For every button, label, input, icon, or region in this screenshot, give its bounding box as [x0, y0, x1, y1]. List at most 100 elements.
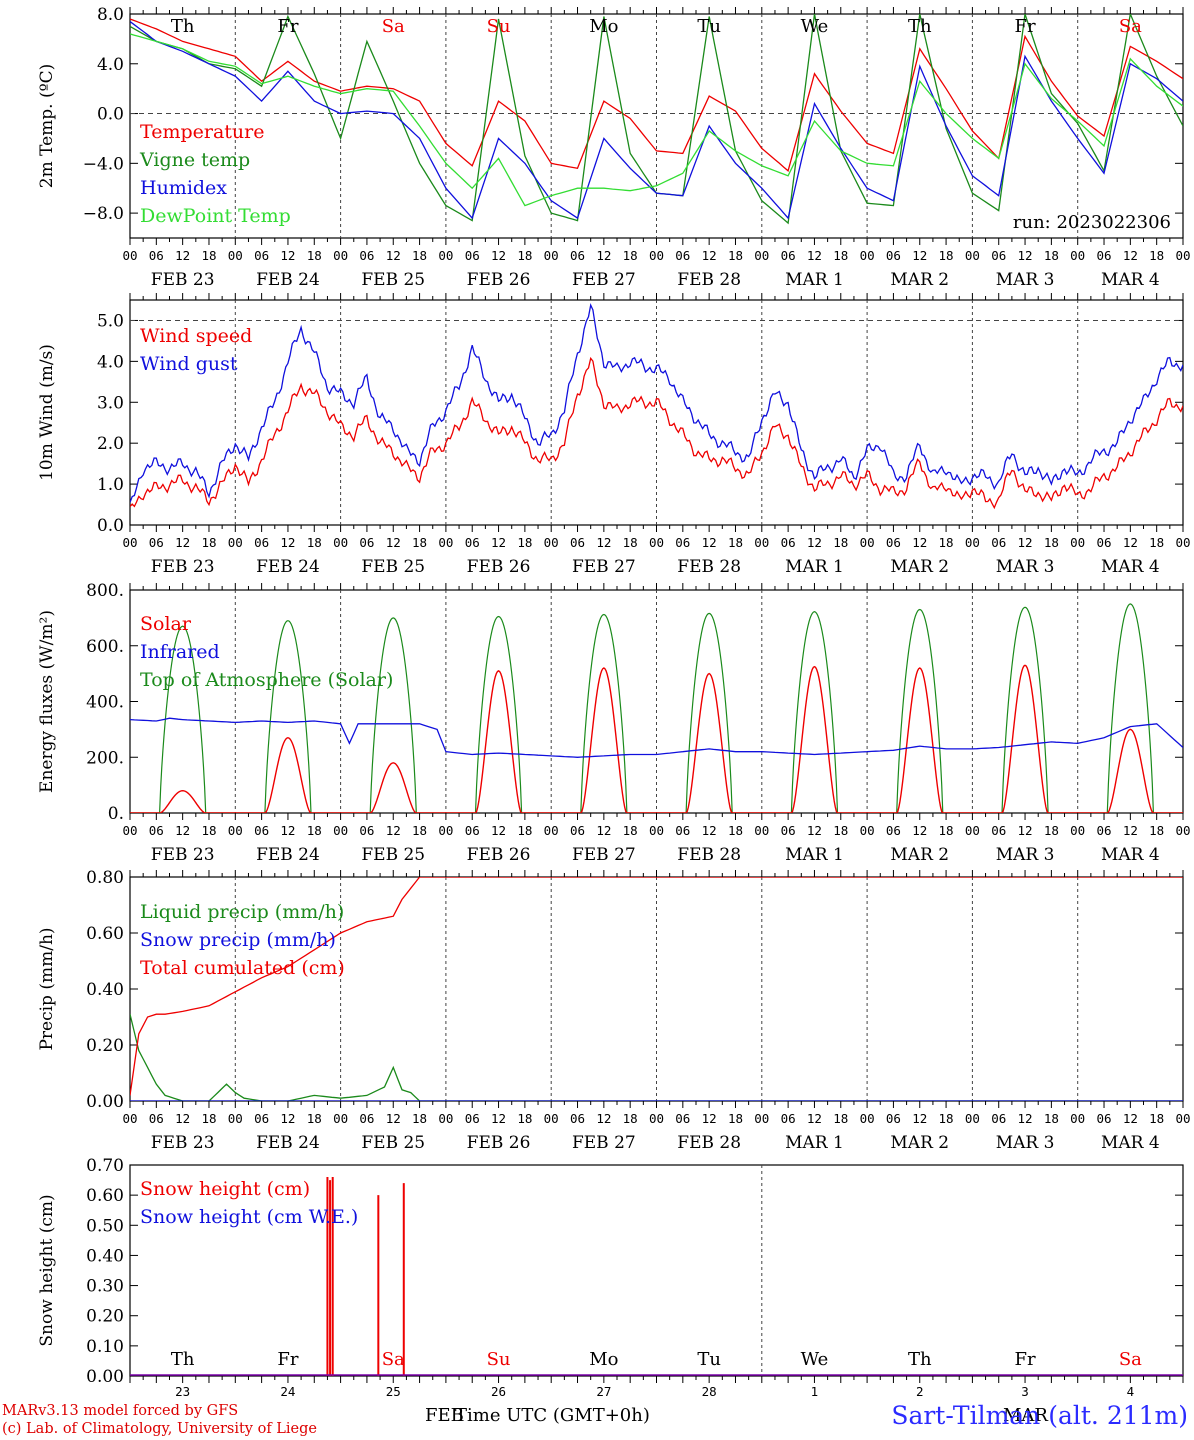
hour-tick-label: 18	[517, 1111, 532, 1126]
date-label: MAR 4	[1101, 270, 1160, 290]
y-tick-label: 0.80	[86, 868, 124, 888]
hour-tick-label: 06	[254, 535, 269, 550]
y-tick-label: 0.20	[86, 1307, 124, 1327]
hour-tick-label: 00	[649, 1111, 664, 1126]
hour-tick-label: 00	[228, 535, 243, 550]
hour-tick-label: 12	[1018, 1111, 1033, 1126]
day-of-week-label: Fr	[277, 1349, 298, 1370]
hour-tick-label: 00	[333, 535, 348, 550]
hour-tick-label: 12	[386, 248, 401, 263]
day-of-week-label: Th	[171, 1349, 195, 1370]
day-of-week-label: Fr	[277, 16, 298, 37]
hour-tick-label: 00	[860, 248, 875, 263]
legend-entry: Vigne temp	[139, 149, 250, 171]
hour-tick-label: 12	[1123, 248, 1138, 263]
date-label: MAR 4	[1101, 1133, 1160, 1153]
hour-tick-label: 12	[1018, 248, 1033, 263]
hour-tick-label: 00	[333, 823, 348, 838]
hour-tick-label: 18	[1149, 823, 1164, 838]
hour-tick-label: 18	[307, 1111, 322, 1126]
y-tick-label: 0.00	[86, 1367, 124, 1387]
hour-tick-label: 06	[359, 1111, 374, 1126]
day-of-week-label: Mo	[589, 1349, 618, 1370]
series-liquid-precip-mm-h-	[130, 1014, 1183, 1101]
hour-tick-label: 00	[649, 535, 664, 550]
y-tick-label: 0.50	[86, 1216, 124, 1236]
hour-tick-label: 00	[228, 248, 243, 263]
hour-tick-label: 06	[465, 823, 480, 838]
date-label: FEB 28	[677, 845, 741, 865]
hour-tick-label: 06	[675, 535, 690, 550]
hour-tick-label: 06	[1096, 535, 1111, 550]
hour-tick-label: 18	[623, 248, 638, 263]
y-tick-label: 4.0	[97, 55, 124, 75]
hour-tick-label: 12	[175, 248, 190, 263]
hour-tick-label: 18	[307, 535, 322, 550]
date-label: FEB 27	[572, 845, 636, 865]
y-tick-label: 3.0	[97, 393, 124, 413]
hour-tick-label: 00	[122, 248, 137, 263]
hour-tick-label: 18	[728, 1111, 743, 1126]
hour-tick-label: 18	[728, 823, 743, 838]
hour-tick-label: 06	[570, 1111, 585, 1126]
legend-entry: Snow precip (mm/h)	[140, 929, 336, 951]
day-of-week-label: Tu	[697, 16, 721, 37]
hour-tick-label: 06	[675, 1111, 690, 1126]
hour-tick-label: 06	[254, 823, 269, 838]
hour-tick-label: 18	[939, 248, 954, 263]
month-left-label: FEB	[425, 1405, 464, 1426]
hour-tick-label: 00	[754, 248, 769, 263]
y-tick-label: −4.0	[83, 154, 124, 174]
hour-tick-label: 12	[596, 1111, 611, 1126]
hour-tick-label: 18	[1149, 248, 1164, 263]
hour-tick-label: 06	[570, 248, 585, 263]
hour-tick-label: 12	[596, 535, 611, 550]
hour-tick-label: 06	[781, 535, 796, 550]
day-of-week-label: Sa	[382, 16, 405, 37]
day-of-week-label: We	[801, 16, 829, 37]
hour-tick-label: 12	[491, 248, 506, 263]
y-tick-label: 0.40	[86, 980, 124, 1000]
hour-tick-label: 06	[149, 535, 164, 550]
hour-tick-label: 12	[386, 1111, 401, 1126]
y-tick-label: 800.	[86, 581, 124, 601]
date-label: FEB 28	[677, 270, 741, 290]
date-label: MAR 1	[785, 845, 844, 865]
hour-tick-label: 06	[991, 1111, 1006, 1126]
date-label: MAR 3	[996, 845, 1055, 865]
hour-tick-label: 00	[860, 823, 875, 838]
day-of-week-label: Th	[171, 16, 195, 37]
date-label: MAR 1	[785, 1133, 844, 1153]
date-label: MAR 1	[785, 270, 844, 290]
day-of-week-label: Th	[908, 1349, 932, 1370]
hour-tick-label: 00	[544, 535, 559, 550]
day-number-label: 27	[596, 1384, 611, 1399]
legend-entry: Snow height (cm)	[140, 1178, 310, 1200]
legend-entry: DewPoint Temp	[140, 205, 291, 227]
hour-tick-label: 18	[1149, 1111, 1164, 1126]
site-name: Sart-Tilman (alt. 211m)	[891, 1401, 1188, 1430]
legend-entry: Top of Atmosphere (Solar)	[140, 669, 393, 691]
chart-panel-4: 00 06 12 18 FEB 23 00 06 12 18 FEB 24 00 06 12 18 FEB …	[37, 868, 1191, 1153]
day-number-label: 23	[175, 1384, 190, 1399]
date-label: MAR 2	[890, 845, 949, 865]
date-label: FEB 24	[256, 845, 320, 865]
legend-entry: Snow height (cm W.E.)	[140, 1206, 358, 1228]
hour-tick-label: 18	[412, 823, 427, 838]
y-tick-label: 8.0	[97, 5, 124, 25]
date-label: FEB 23	[151, 845, 215, 865]
date-label: MAR 1	[785, 557, 844, 577]
hour-tick-label: 06	[1096, 248, 1111, 263]
y-tick-label: 400.	[86, 693, 124, 713]
hour-tick-label: 06	[570, 535, 585, 550]
date-label: FEB 28	[677, 1133, 741, 1153]
lab-credit: (c) Lab. of Climatology, University of L…	[2, 1421, 317, 1437]
run-annotation: run: 2023022306	[1013, 212, 1171, 233]
y-tick-label: 0.10	[86, 1337, 124, 1357]
hour-tick-label: 12	[912, 1111, 927, 1126]
hour-tick-label: 18	[833, 535, 848, 550]
chart-panel-3: 00 06 12 18 FEB 23 00 06 12 18 FEB 24 00 06 12 18 FEB …	[37, 581, 1191, 865]
day-of-week-label: Tu	[697, 1349, 721, 1370]
y-axis-title: Energy fluxes (W/m²)	[37, 610, 57, 793]
y-tick-label: 0.20	[86, 1036, 124, 1056]
